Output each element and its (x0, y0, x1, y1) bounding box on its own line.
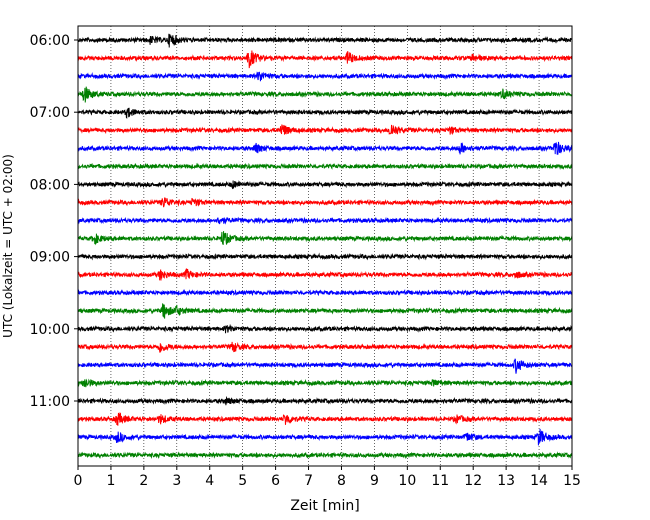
trace-1115 (77, 412, 573, 426)
trace-1045 (77, 378, 573, 388)
x-gridlines (110, 26, 540, 466)
y-tick-label: 06:00 (30, 33, 70, 49)
x-tick-label: 3 (172, 473, 181, 489)
y-axis-label: UTC (Lokalzeit = UTC + 02:00) (1, 154, 15, 338)
trace-0730 (77, 141, 573, 155)
x-tick-label: 2 (139, 473, 148, 489)
trace-1145 (77, 451, 573, 460)
x-tick-label: 1 (106, 473, 115, 489)
x-tick-label: 12 (464, 473, 482, 489)
x-tick-label: 5 (238, 473, 247, 489)
x-tick-label: 4 (205, 473, 214, 489)
trace-0800 (77, 180, 573, 190)
y-tick-label: 07:00 (30, 105, 70, 121)
x-axis-label: Zeit [min] (290, 498, 359, 514)
x-tick-label: 11 (431, 473, 449, 489)
plot-frame (77, 25, 573, 467)
x-tick-label: 15 (563, 473, 581, 489)
trace-0645 (77, 86, 573, 103)
x-tick-label: 6 (271, 473, 280, 489)
trace-1100 (77, 395, 573, 406)
trace-1130 (77, 428, 573, 446)
trace-0845 (77, 231, 573, 246)
trace-1030 (77, 358, 573, 374)
x-tick-label: 7 (304, 473, 313, 489)
trace-0615 (77, 50, 573, 69)
trace-0915 (77, 268, 573, 281)
trace-1000 (77, 323, 573, 334)
y-tick-label: 10:00 (30, 322, 70, 338)
x-tick-label: 9 (370, 473, 379, 489)
trace-0830 (77, 216, 573, 225)
x-tick-label: 8 (337, 473, 346, 489)
trace-1015 (77, 341, 573, 353)
trace-0715 (77, 124, 573, 136)
y-tick-label: 08:00 (30, 177, 70, 193)
trace-0630 (77, 71, 573, 82)
x-tick-label: 14 (530, 473, 548, 489)
y-tick-label: 09:00 (30, 250, 70, 266)
trace-0815 (77, 197, 573, 208)
x-tick-label: 0 (74, 473, 83, 489)
trace-0700 (77, 107, 573, 119)
trace-0900 (77, 252, 573, 261)
trace-0945 (77, 303, 573, 319)
trace-lines (77, 33, 573, 460)
y-ticks: 06:00 07:00 08:00 09:00 10:00 11:00 (30, 33, 78, 410)
y-tick-label: 11:00 (30, 394, 70, 410)
x-ticks: 0 1 2 3 4 5 6 7 8 9 10 11 12 13 14 15 (74, 466, 581, 489)
x-tick-label: 13 (497, 473, 515, 489)
x-tick-label: 10 (398, 473, 416, 489)
trace-0930 (77, 288, 573, 297)
trace-0600 (77, 33, 573, 48)
trace-0745 (77, 162, 573, 171)
